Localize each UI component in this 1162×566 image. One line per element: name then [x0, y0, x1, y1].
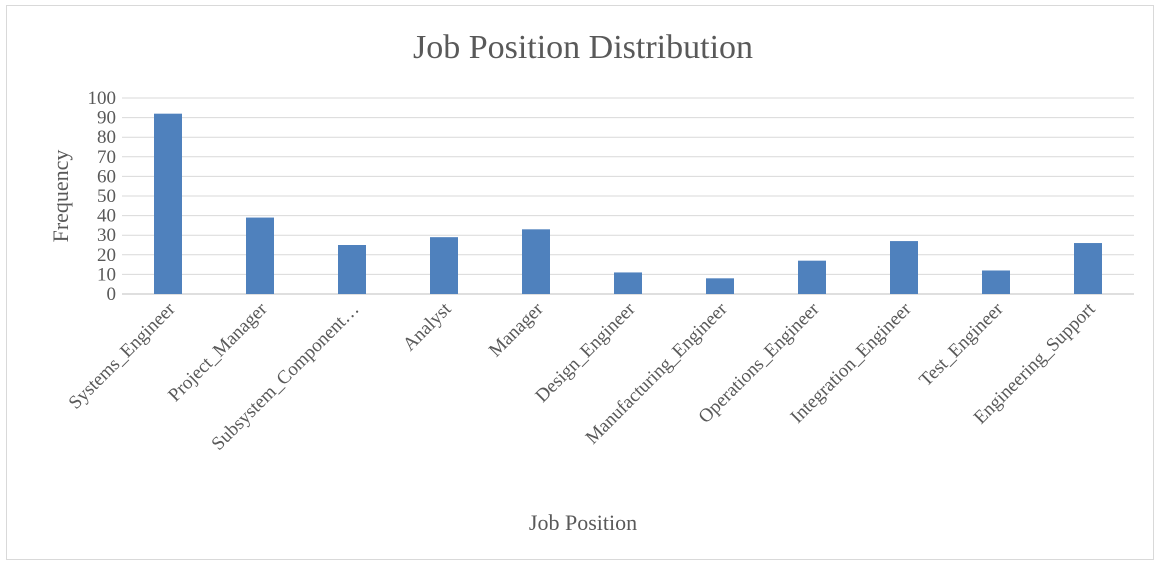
- x-category-label: Test_Engineer: [915, 298, 1008, 391]
- bar: [706, 278, 734, 294]
- y-tick-label: 90: [97, 108, 116, 129]
- y-tick-label: 10: [97, 264, 116, 285]
- y-tick-label: 80: [97, 127, 116, 148]
- x-category-label: Subsystem_Component…: [208, 299, 364, 455]
- gridlines: [122, 97, 1134, 295]
- bar: [246, 217, 274, 294]
- bar: [154, 113, 182, 295]
- bar: [890, 241, 918, 294]
- y-tick-label: 40: [97, 206, 116, 227]
- bar: [798, 260, 826, 294]
- x-category-label: Manager: [485, 298, 548, 361]
- bar: [522, 229, 550, 294]
- y-axis-title: Frequency: [48, 150, 73, 243]
- bar: [982, 270, 1010, 294]
- bar: [338, 245, 366, 294]
- x-category-label: Project_Manager: [164, 298, 272, 406]
- x-category-label: Analyst: [399, 298, 456, 355]
- y-tick-label: 60: [97, 166, 116, 187]
- y-tick-label: 100: [88, 88, 117, 109]
- bar: [430, 237, 458, 294]
- y-tick-label: 0: [107, 284, 117, 305]
- x-axis-categories: Systems_EngineerProject_ManagerSubsystem…: [65, 298, 1100, 454]
- x-axis-title: Job Position: [529, 510, 637, 535]
- y-tick-label: 20: [97, 245, 116, 266]
- y-tick-label: 70: [97, 147, 116, 168]
- bar: [1074, 243, 1102, 294]
- bars: [154, 113, 1102, 295]
- y-tick-label: 30: [97, 225, 116, 246]
- bar: [614, 272, 642, 294]
- x-category-label: Systems_Engineer: [65, 298, 180, 413]
- y-tick-label: 50: [97, 186, 116, 207]
- chart-title: Job Position Distribution: [413, 29, 753, 66]
